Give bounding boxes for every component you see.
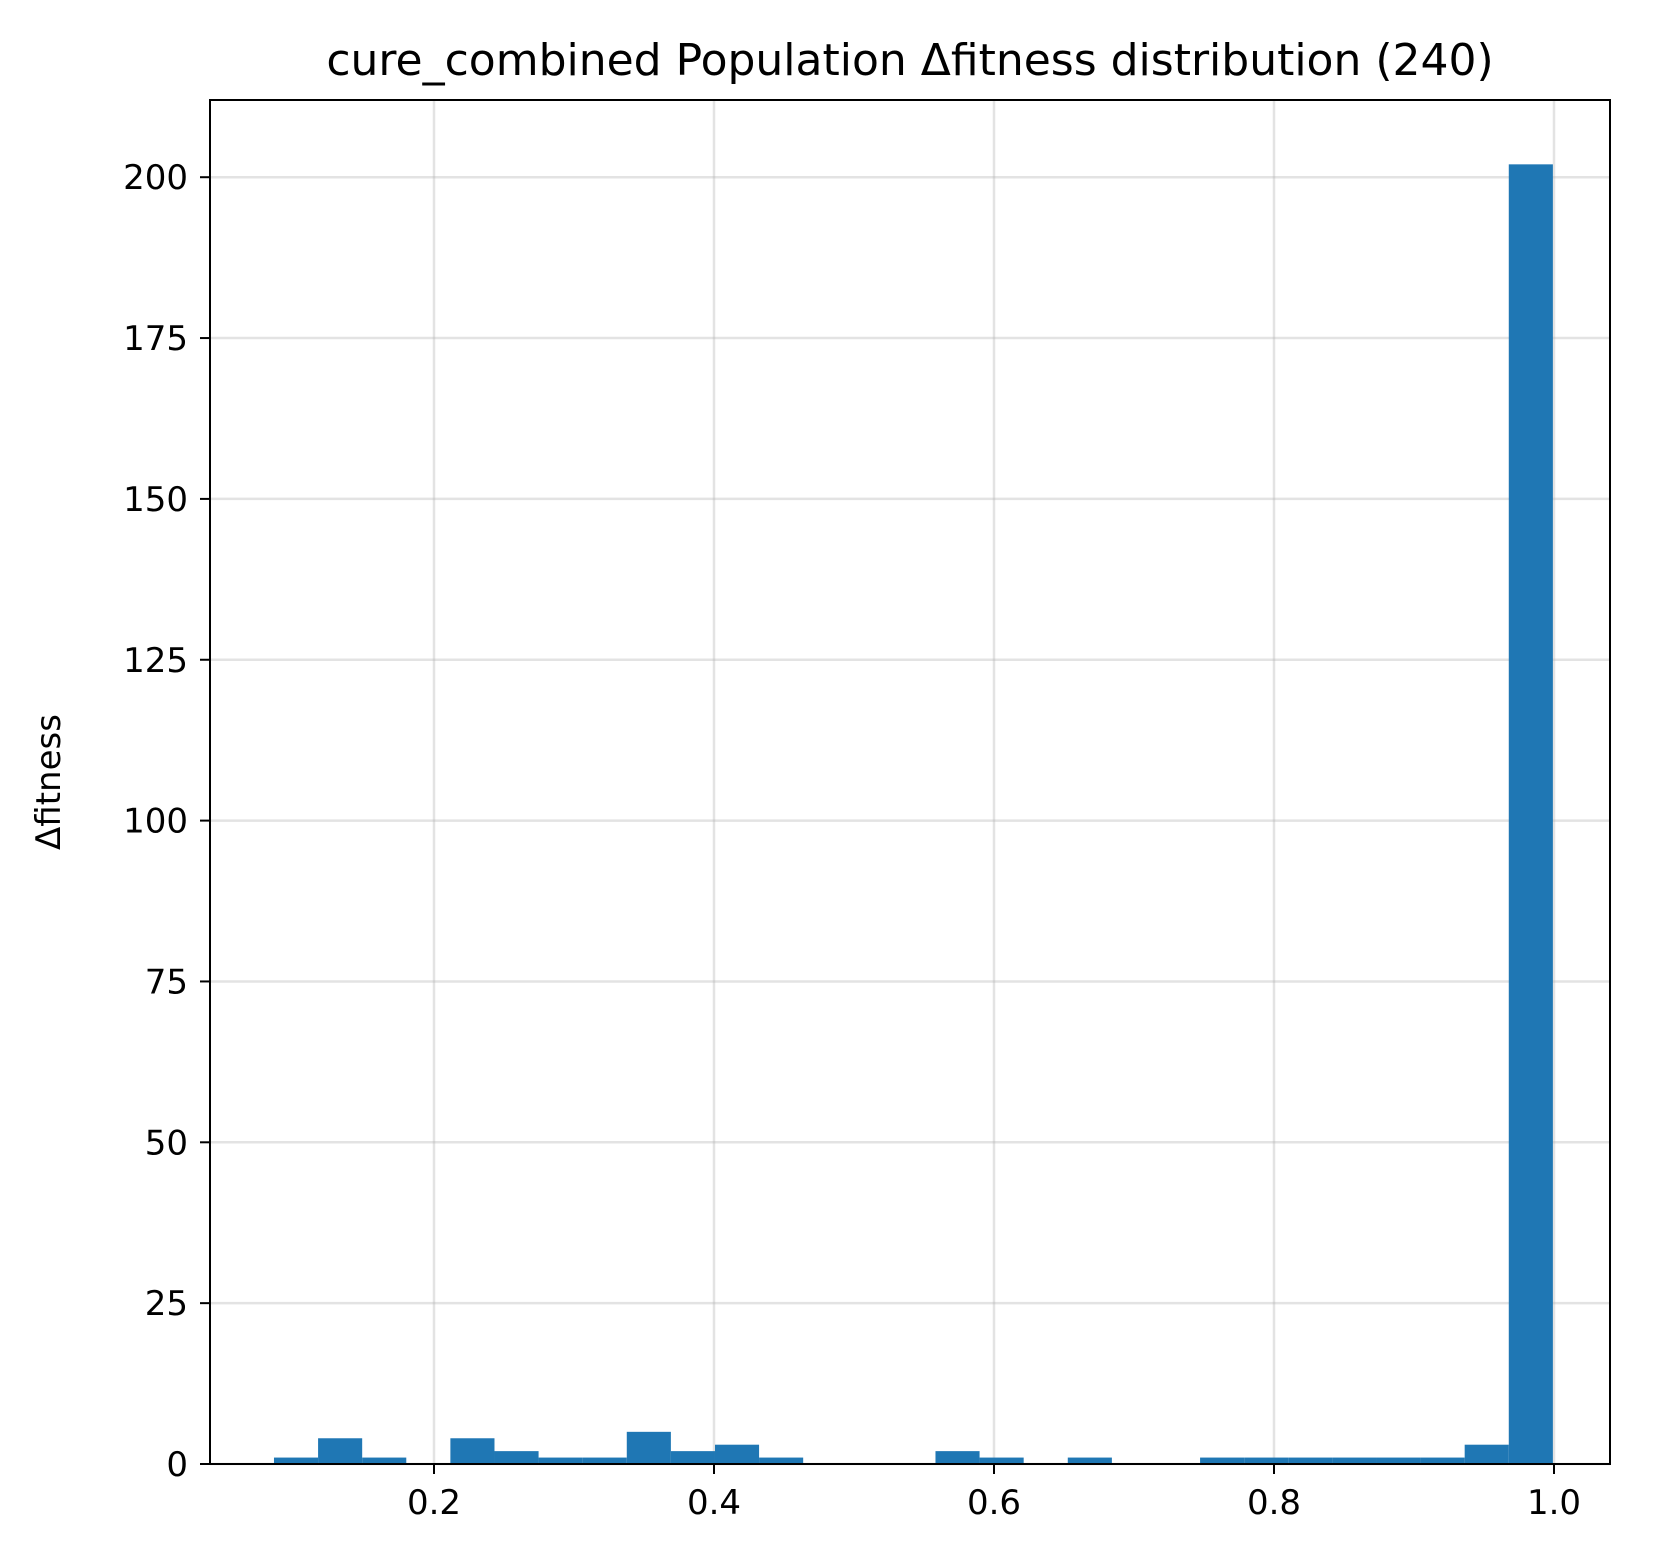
- histogram-bar: [1200, 1457, 1245, 1464]
- y-tick-label: 125: [123, 641, 188, 681]
- histogram-bar: [935, 1451, 980, 1464]
- histogram-bar: [759, 1457, 804, 1464]
- histogram-bar: [1508, 164, 1553, 1465]
- y-tick-label: 0: [166, 1445, 188, 1485]
- histogram-bar: [714, 1444, 760, 1464]
- x-tick-label: 0.2: [407, 1483, 461, 1523]
- histogram-bar: [1067, 1457, 1112, 1464]
- histogram-bar: [1420, 1457, 1465, 1464]
- plot-area-frame: [209, 99, 1611, 1465]
- histogram-bar: [494, 1451, 539, 1464]
- histogram-bar: [1288, 1457, 1333, 1464]
- axis-ticks: 0.2 0.4 0.6 0.8 1.0 0 25 50 75 100 125 150 175 200: [123, 158, 1581, 1523]
- x-tick-label: 0.8: [1247, 1483, 1301, 1523]
- x-tick-label: 0.6: [967, 1483, 1021, 1523]
- histogram-bars: [273, 164, 1553, 1465]
- y-tick-label: 50: [145, 1123, 188, 1163]
- histogram-bar: [538, 1457, 583, 1464]
- histogram-bar: [1332, 1457, 1377, 1464]
- histogram-bar: [1376, 1457, 1421, 1464]
- histogram-bar: [450, 1438, 495, 1464]
- y-axis-label: Δfitness: [29, 714, 69, 850]
- histogram-bar: [626, 1431, 671, 1464]
- y-tick-label: 25: [145, 1284, 188, 1324]
- histogram-bar: [362, 1457, 407, 1464]
- histogram-bar: [582, 1457, 627, 1464]
- y-tick-label: 200: [123, 158, 188, 198]
- histogram-bar: [1464, 1444, 1509, 1464]
- histogram-bar: [979, 1457, 1024, 1464]
- y-tick-label: 150: [123, 480, 188, 520]
- x-tick-label: 0.4: [687, 1483, 741, 1523]
- histogram-bar: [670, 1451, 715, 1464]
- histogram-bar: [1244, 1457, 1289, 1464]
- y-tick-label: 175: [123, 319, 188, 359]
- x-tick-label: 1.0: [1527, 1483, 1581, 1523]
- histogram-bar: [273, 1457, 319, 1464]
- histogram-bar: [318, 1438, 363, 1464]
- chart-title: cure_combined Population Δfitness distri…: [326, 35, 1493, 86]
- y-tick-label: 75: [145, 962, 188, 1002]
- y-tick-label: 100: [123, 802, 188, 842]
